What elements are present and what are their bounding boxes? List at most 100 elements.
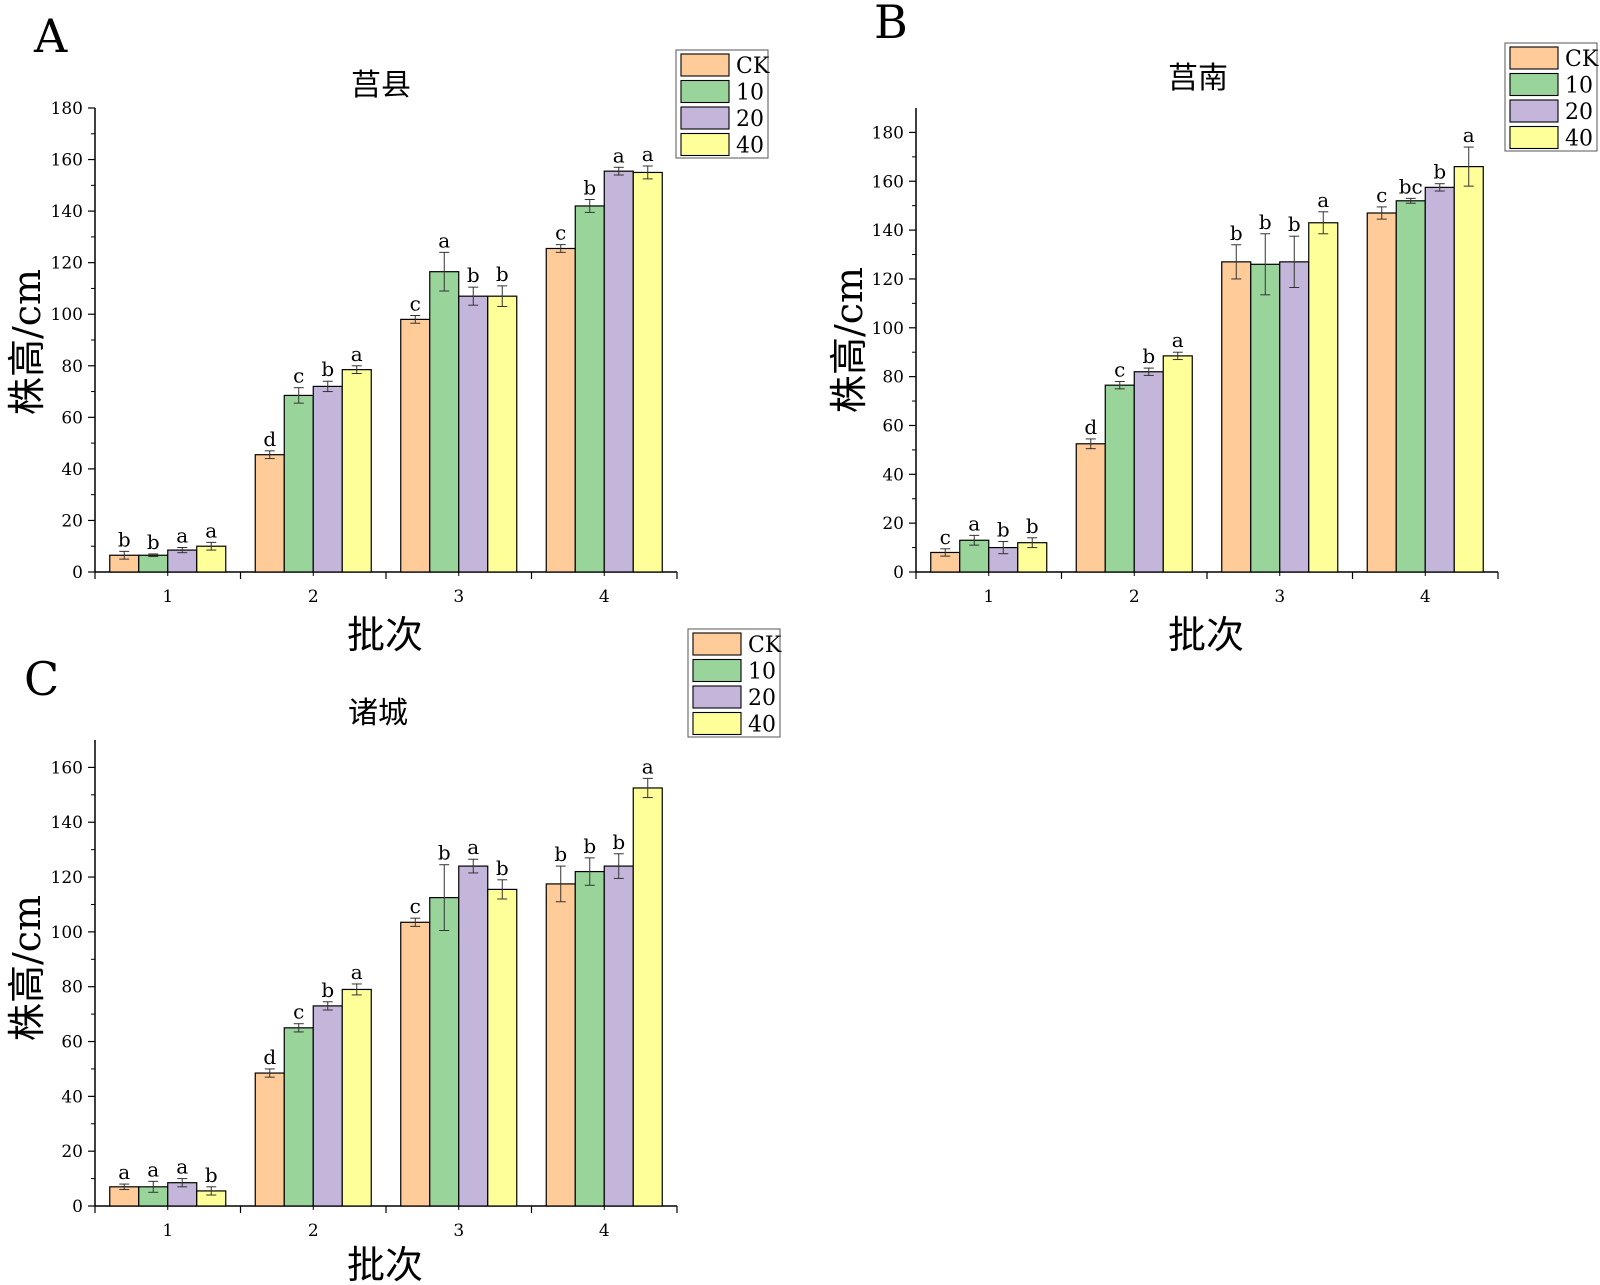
panel-b-significance-label: b <box>1433 160 1446 184</box>
panel-c-bar <box>574 870 605 1207</box>
panel-c-y-tick-label: 40 <box>61 1087 83 1107</box>
panel-a-legend-swatch <box>680 132 730 157</box>
panel-a-x-axis-label: 批次 <box>347 613 423 657</box>
panel-b-y-tick-label: 160 <box>872 172 904 192</box>
panel-b-significance-label: a <box>1317 188 1329 212</box>
panel-b-legend-label: 40 <box>1565 127 1593 152</box>
panel-b-y-tick-label: 120 <box>872 270 904 290</box>
panel-b-y-tick-label: 140 <box>872 221 904 241</box>
panel-a-bar <box>458 295 489 573</box>
panel-a-bar <box>429 271 460 573</box>
panel-c-legend-label: 10 <box>748 660 776 685</box>
panel-a-bar <box>341 369 372 573</box>
panel-c-significance-label: a <box>176 1155 188 1179</box>
panel-c-significance-label: b <box>496 856 509 880</box>
panel-b-y-tick-label: 180 <box>872 123 904 143</box>
panel-a-y-tick-label: 20 <box>61 511 83 531</box>
panel-b-x-tick-label: 3 <box>1274 587 1285 607</box>
panel-c-y-tick-label: 160 <box>51 758 83 778</box>
panel-c-bar <box>341 988 372 1207</box>
panel-c-x-tick-label: 3 <box>453 1221 464 1241</box>
panel-b-significance-label: c <box>1376 183 1387 207</box>
panel-a-bar <box>254 454 285 573</box>
panel-b-significance-label: a <box>968 511 980 535</box>
panel-a-bar <box>138 554 169 573</box>
panel-b-significance-label: b <box>1259 210 1272 234</box>
panel-b-significance-label: b <box>1142 344 1155 368</box>
panel-a-legend-swatch <box>680 79 730 104</box>
panel-b-bar <box>1395 200 1426 573</box>
panel-c-y-tick-label: 60 <box>61 1033 83 1053</box>
panel-c-bar <box>312 1005 343 1207</box>
panel-c-significance-label: a <box>467 835 479 859</box>
panel-b-legend-swatch <box>1509 72 1559 97</box>
panel-b-legend-label: 20 <box>1565 100 1593 125</box>
panel-b-legend-swatch <box>1509 46 1559 70</box>
panel-a-significance-label: a <box>205 518 217 542</box>
panel-b-significance-label: a <box>1463 123 1475 147</box>
panel-c-y-tick-label: 140 <box>51 813 83 833</box>
panel-b-x-tick-label: 1 <box>983 587 994 607</box>
panel-a-significance-label: c <box>293 364 304 388</box>
panel-c-bar <box>603 865 634 1207</box>
panel-b-bar <box>1366 212 1397 573</box>
panel-c-significance-label: b <box>612 830 625 854</box>
panel-c-y-tick-label: 120 <box>51 868 83 888</box>
panel-a-significance-label: b <box>467 263 480 287</box>
panel-b-bar <box>1221 261 1252 573</box>
panel-a-legend-swatch <box>680 53 730 77</box>
panel-a-bar <box>574 205 605 573</box>
panel-c-title: 诸城 <box>348 696 408 731</box>
panel-b-significance-label: b <box>1288 212 1301 236</box>
panel-a-legend-label: CK <box>736 54 770 79</box>
panel-a-y-tick-label: 100 <box>51 305 83 325</box>
panel-b-y-tick-label: 20 <box>882 514 904 534</box>
panel-a-y-tick-label: 180 <box>51 99 83 119</box>
panel-b-significance-label: d <box>1084 415 1097 439</box>
panel-a-significance-label: b <box>147 530 160 554</box>
panel-b-significance-label: bc <box>1399 174 1423 198</box>
panel-a-y-tick-label: 120 <box>51 254 83 274</box>
panel-a-significance-label: c <box>555 221 566 245</box>
panel-a-legend-label: 10 <box>736 81 764 106</box>
panel-c-y-tick-label: 80 <box>61 978 83 998</box>
panel-a-x-tick-label: 3 <box>453 587 464 607</box>
panel-c-x-tick-label: 1 <box>162 1221 173 1241</box>
panel-b-significance-label: c <box>940 525 951 549</box>
panel-a-y-tick-label: 140 <box>51 202 83 222</box>
panel-b-y-tick-label: 60 <box>882 416 904 436</box>
panel-a-bar <box>312 385 343 573</box>
panel-b-title: 莒南 <box>1168 61 1228 96</box>
panel-b-legend-swatch <box>1509 125 1559 150</box>
panel-a-bar <box>632 171 663 573</box>
panel-a-legend-swatch <box>680 106 730 130</box>
panel-c-significance-label: a <box>351 960 363 984</box>
panel-a-y-axis-label: 株高/cm <box>5 269 49 415</box>
panel-c-legend-label: 40 <box>748 713 776 738</box>
panel-c-significance-label: a <box>642 754 654 778</box>
panel-c-significance-label: c <box>293 1000 304 1024</box>
panel-a-y-tick-label: 80 <box>61 357 83 377</box>
panel-c-bar <box>632 787 663 1207</box>
panel-b-bar <box>1453 166 1484 573</box>
panel-b-y-tick-label: 0 <box>893 563 904 583</box>
panel-c-x-tick-label: 2 <box>308 1221 319 1241</box>
panel-a-significance-label: d <box>263 427 276 451</box>
panel-c-legend-swatch <box>692 632 742 656</box>
panel-b-significance-label: b <box>997 517 1010 541</box>
panel-c-significance-label: a <box>147 1157 159 1181</box>
panel-c-bar <box>429 897 460 1207</box>
panel-c-significance-label: a <box>118 1160 130 1184</box>
panel-c-significance-label: c <box>410 894 421 918</box>
panel-c-bar <box>254 1072 285 1207</box>
panel-b-y-tick-label: 40 <box>882 465 904 485</box>
panel-c-significance-label: b <box>583 834 596 858</box>
panel-c-x-axis-label: 批次 <box>347 1243 423 1285</box>
panel-b-significance-label: c <box>1114 358 1125 382</box>
panel-b-bar <box>1104 384 1135 573</box>
panel-c-significance-label: b <box>205 1163 218 1187</box>
panel-b-bar <box>1308 222 1339 573</box>
panel-c-y-tick-label: 0 <box>72 1197 83 1217</box>
